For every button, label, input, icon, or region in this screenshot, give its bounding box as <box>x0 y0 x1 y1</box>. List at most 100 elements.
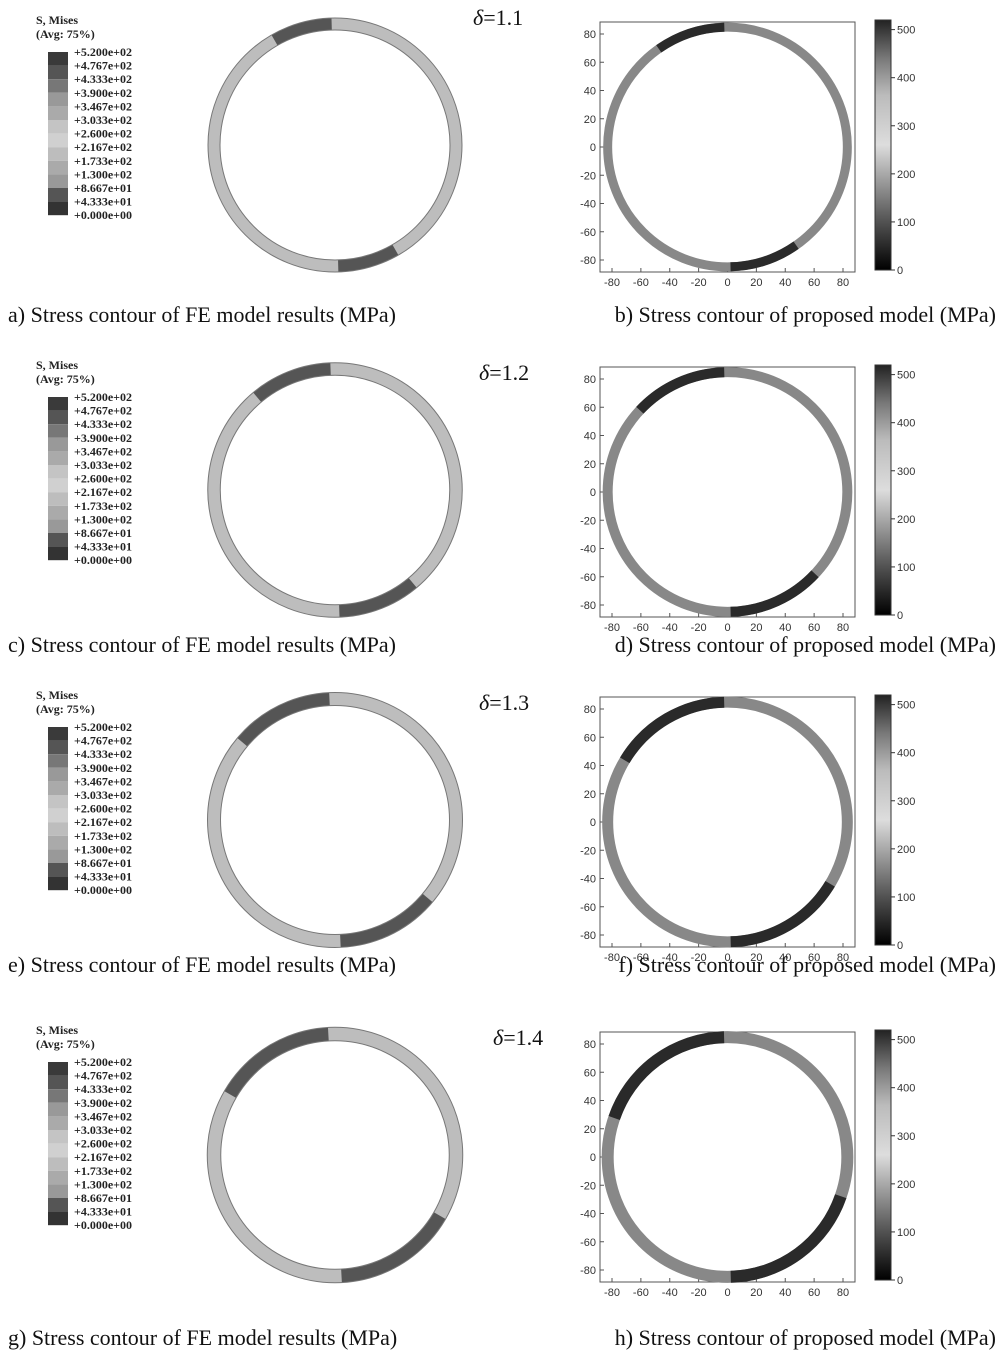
y-tick-label: -60 <box>580 1237 596 1249</box>
legend-swatch <box>48 1062 68 1076</box>
y-tick-label: -80 <box>580 600 596 612</box>
y-tick-label: -20 <box>580 1180 596 1192</box>
colorbar-tick-label: 400 <box>897 73 915 85</box>
legend-label: +4.767e+02 <box>74 59 132 73</box>
colorbar-tick-label: 0 <box>897 1275 903 1287</box>
legend-swatch <box>48 1171 68 1185</box>
legend-swatch <box>48 836 68 850</box>
legend-label: +0.000e+00 <box>74 553 132 567</box>
legend-label: +1.733e+02 <box>74 499 132 513</box>
y-tick-label: 60 <box>584 1067 596 1079</box>
y-tick-label: -80 <box>580 930 596 942</box>
x-tick-label: 80 <box>837 1287 849 1299</box>
x-tick-label: -80 <box>604 1287 620 1299</box>
y-tick-label: 0 <box>590 487 596 499</box>
legend-swatch <box>48 66 68 80</box>
y-tick-label: 0 <box>590 1152 596 1164</box>
y-tick-label: -40 <box>580 1209 596 1221</box>
x-tick-label: 80 <box>837 277 849 289</box>
colorbar <box>875 365 891 615</box>
panel-row: S, Mises(Avg: 75%)+5.200e+02+4.767e+02+4… <box>8 650 996 991</box>
delta-value: =1.3 <box>489 690 529 715</box>
colorbar-tick-label: 0 <box>897 610 903 622</box>
legend-swatch <box>48 134 68 148</box>
legend-label: +5.200e+02 <box>74 1055 132 1069</box>
legend-title: S, Mises <box>36 358 78 372</box>
colorbar-tick-label: 300 <box>897 466 915 478</box>
legend-avg: (Avg: 75%) <box>36 372 95 386</box>
legend-swatch <box>48 1116 68 1130</box>
legend-swatch <box>48 174 68 188</box>
legend-swatch <box>48 479 68 493</box>
legend-label: +3.033e+02 <box>74 113 132 127</box>
x-tick-label: 40 <box>779 277 791 289</box>
delta-label: δ=1.4 <box>493 1025 543 1050</box>
model-caption: h) Stress contour of proposed model (MPa… <box>615 1325 996 1350</box>
legend-label: +3.033e+02 <box>74 788 132 802</box>
x-tick-label: -20 <box>691 277 707 289</box>
legend-swatch <box>48 424 68 438</box>
fe-ring-edge-in <box>220 30 450 260</box>
legend-label: +1.733e+02 <box>74 1164 132 1178</box>
legend-swatch <box>48 822 68 836</box>
delta-value: =1.2 <box>489 360 529 385</box>
x-tick-label: -60 <box>633 277 649 289</box>
legend-swatch <box>48 202 68 216</box>
legend-label: +5.200e+02 <box>74 390 132 404</box>
delta-value: =1.4 <box>503 1025 543 1050</box>
y-tick-label: 60 <box>584 402 596 414</box>
y-tick-label: 20 <box>584 789 596 801</box>
legend-label: +1.300e+02 <box>74 1177 132 1191</box>
x-tick-label: 60 <box>808 1287 820 1299</box>
legend-label: +4.333e+02 <box>74 417 132 431</box>
legend-label: +4.333e+01 <box>74 1205 132 1219</box>
legend-label: +2.167e+02 <box>74 485 132 499</box>
legend-avg: (Avg: 75%) <box>36 27 95 41</box>
legend-swatch <box>48 1089 68 1103</box>
legend-label: +1.300e+02 <box>74 842 132 856</box>
legend-label: +1.733e+02 <box>74 829 132 843</box>
legend-swatch <box>48 863 68 877</box>
fe-ring <box>214 369 456 611</box>
legend-label: +3.900e+02 <box>74 431 132 445</box>
legend-label: +4.333e+01 <box>74 195 132 209</box>
legend-swatch <box>48 519 68 533</box>
legend-label: +3.900e+02 <box>74 86 132 100</box>
legend-label: +4.333e+02 <box>74 1082 132 1096</box>
y-tick-label: -40 <box>580 199 596 211</box>
legend-label: +4.333e+01 <box>74 540 132 554</box>
legend-swatch <box>48 506 68 520</box>
legend-swatch <box>48 411 68 425</box>
colorbar-tick-label: 300 <box>897 796 915 808</box>
x-tick-label: 0 <box>724 1287 730 1299</box>
x-tick-label: -20 <box>691 1287 707 1299</box>
y-tick-label: 20 <box>584 1124 596 1136</box>
y-tick-label: 80 <box>584 29 596 41</box>
legend-label: +2.600e+02 <box>74 1137 132 1151</box>
legend-label: +2.600e+02 <box>74 802 132 816</box>
panel-row: S, Mises(Avg: 75%)+5.200e+02+4.767e+02+4… <box>8 320 996 662</box>
legend-label: +4.767e+02 <box>74 404 132 418</box>
colorbar-tick-label: 400 <box>897 1083 915 1095</box>
colorbar-tick-label: 200 <box>897 1179 915 1191</box>
colorbar <box>875 1030 891 1280</box>
colorbar-tick-label: 0 <box>897 265 903 277</box>
y-tick-label: 40 <box>584 761 596 773</box>
legend-swatch <box>48 727 68 741</box>
y-tick-label: -60 <box>580 902 596 914</box>
legend-swatch <box>48 147 68 161</box>
y-tick-label: -60 <box>580 227 596 239</box>
colorbar-tick-label: 300 <box>897 121 915 133</box>
colorbar <box>875 695 891 945</box>
x-tick-label: 40 <box>779 1287 791 1299</box>
y-tick-label: -20 <box>580 170 596 182</box>
colorbar <box>875 20 891 270</box>
legend-label: +4.333e+01 <box>74 870 132 884</box>
legend-swatch <box>48 849 68 863</box>
legend-swatch <box>48 492 68 506</box>
colorbar-tick-label: 100 <box>897 217 915 229</box>
legend-title: S, Mises <box>36 13 78 27</box>
legend-label: +8.667e+01 <box>74 1191 132 1205</box>
legend-label: +3.467e+02 <box>74 99 132 113</box>
legend-title: S, Mises <box>36 1023 78 1037</box>
